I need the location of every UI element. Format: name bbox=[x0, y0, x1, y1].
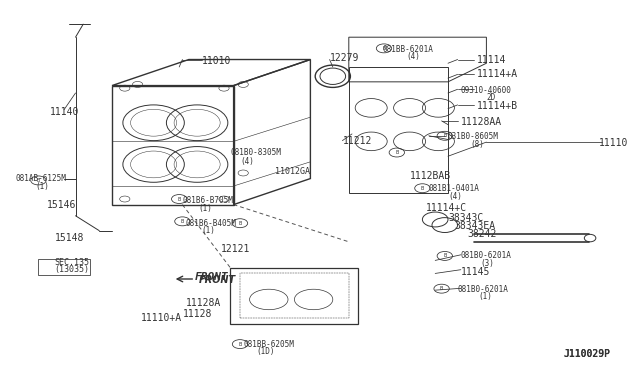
Text: 11110: 11110 bbox=[598, 138, 628, 148]
Text: B: B bbox=[443, 253, 447, 259]
Text: 11145: 11145 bbox=[461, 267, 490, 276]
Bar bbox=[38, 259, 90, 275]
Text: (1): (1) bbox=[202, 226, 216, 235]
Text: 031B0-8605M: 031B0-8605M bbox=[448, 132, 499, 141]
Text: (1): (1) bbox=[35, 182, 49, 190]
Text: (13035): (13035) bbox=[54, 265, 90, 274]
Text: 11128A: 11128A bbox=[186, 298, 221, 308]
Text: 11114+C: 11114+C bbox=[426, 203, 467, 213]
Text: 081B1-0401A: 081B1-0401A bbox=[429, 185, 479, 193]
Text: SEC.135: SEC.135 bbox=[54, 258, 90, 267]
Text: 11114+A: 11114+A bbox=[477, 70, 518, 79]
Text: 12121: 12121 bbox=[221, 244, 250, 254]
Text: B: B bbox=[180, 219, 184, 224]
Text: 11010: 11010 bbox=[202, 57, 231, 66]
Text: B: B bbox=[443, 133, 447, 138]
Text: 38343EA: 38343EA bbox=[454, 221, 495, 231]
Text: 081AB-6125M: 081AB-6125M bbox=[16, 174, 67, 183]
Text: 11212: 11212 bbox=[342, 137, 372, 146]
Text: B: B bbox=[238, 341, 242, 347]
Text: (4): (4) bbox=[448, 192, 462, 201]
Text: 081B0-6201A: 081B0-6201A bbox=[461, 251, 511, 260]
Text: (1): (1) bbox=[479, 292, 493, 301]
Text: B: B bbox=[395, 150, 399, 155]
Text: (1): (1) bbox=[198, 204, 212, 213]
Text: J110029P: J110029P bbox=[563, 349, 610, 359]
Text: (3): (3) bbox=[480, 259, 494, 268]
Text: 11140: 11140 bbox=[50, 107, 79, 116]
Text: (4): (4) bbox=[240, 157, 254, 166]
Text: 15148: 15148 bbox=[54, 233, 84, 243]
Text: B: B bbox=[440, 286, 444, 291]
Text: B: B bbox=[177, 196, 181, 202]
Text: 11128AA: 11128AA bbox=[461, 117, 502, 127]
Text: 081B6-B405M: 081B6-B405M bbox=[186, 219, 236, 228]
Text: 1112BAB: 1112BAB bbox=[410, 171, 451, 180]
Text: 38343C: 38343C bbox=[448, 213, 483, 222]
Text: 081B0-6201A: 081B0-6201A bbox=[458, 285, 508, 294]
Text: 081BB-6201A: 081BB-6201A bbox=[383, 45, 433, 54]
Text: 11114+B: 11114+B bbox=[477, 101, 518, 111]
Text: 11110+A: 11110+A bbox=[141, 313, 182, 323]
Text: 081B0-8305M: 081B0-8305M bbox=[230, 148, 281, 157]
Text: 2D: 2D bbox=[486, 93, 495, 102]
Text: 11114: 11114 bbox=[477, 55, 506, 64]
Text: 081B6-B705M: 081B6-B705M bbox=[182, 196, 233, 205]
Text: 15146: 15146 bbox=[47, 200, 76, 209]
Text: FRONT: FRONT bbox=[198, 275, 236, 285]
Text: (4): (4) bbox=[406, 52, 420, 61]
Text: B: B bbox=[36, 178, 40, 183]
Text: B: B bbox=[420, 186, 424, 191]
Text: 09310-40600: 09310-40600 bbox=[461, 86, 511, 94]
Text: 12279: 12279 bbox=[330, 53, 359, 62]
Text: (8): (8) bbox=[470, 140, 484, 149]
Text: FRONT: FRONT bbox=[195, 272, 229, 282]
Text: 081BB-6205M: 081BB-6205M bbox=[243, 340, 294, 349]
Text: (1D): (1D) bbox=[256, 347, 275, 356]
Text: J110029P: J110029P bbox=[563, 349, 610, 359]
Text: 11128: 11128 bbox=[182, 310, 212, 319]
Text: B: B bbox=[382, 46, 386, 51]
Text: B: B bbox=[238, 221, 242, 226]
Text: 11012GA: 11012GA bbox=[275, 167, 310, 176]
Text: 38242: 38242 bbox=[467, 229, 497, 238]
